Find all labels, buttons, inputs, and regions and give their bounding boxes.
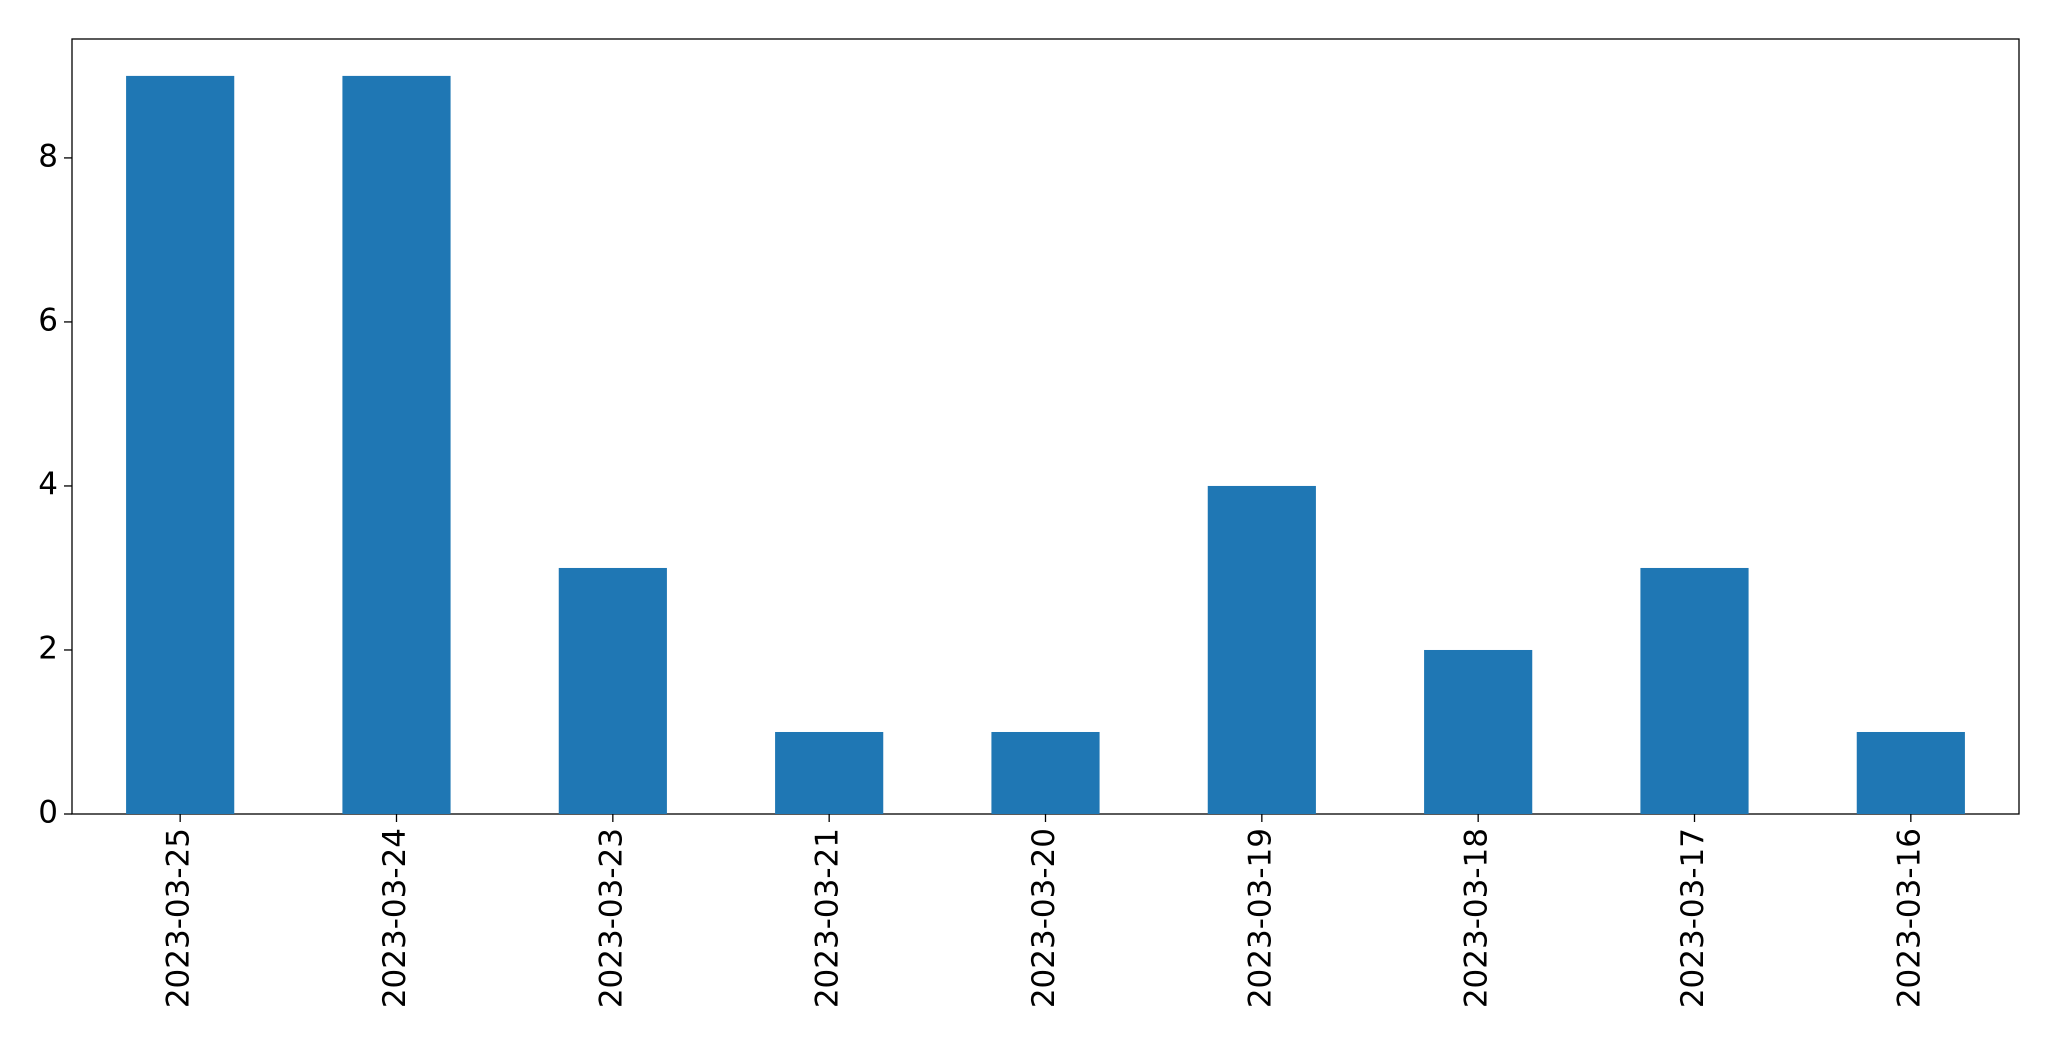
y-tick-label: 2 — [38, 630, 58, 666]
x-tick-label: 2023-03-18 — [1459, 828, 1495, 1008]
y-tick-label: 4 — [38, 466, 58, 502]
x-tick-label: 2023-03-25 — [161, 828, 197, 1008]
bar — [991, 731, 1100, 814]
bar — [1424, 649, 1533, 814]
x-tick-label: 2023-03-17 — [1675, 828, 1711, 1008]
bar — [1856, 731, 1965, 814]
x-tick-label: 2023-03-16 — [1891, 828, 1927, 1008]
y-tick-label: 8 — [38, 138, 58, 174]
bar — [1640, 567, 1749, 814]
x-tick-label: 2023-03-24 — [377, 828, 413, 1008]
bar — [126, 75, 235, 814]
bar — [342, 75, 451, 814]
bar — [1207, 485, 1316, 814]
bar — [558, 567, 667, 814]
x-tick-label: 2023-03-21 — [810, 828, 846, 1008]
y-tick-label: 6 — [38, 302, 58, 338]
x-tick-label: 2023-03-20 — [1026, 828, 1062, 1008]
bar — [775, 731, 884, 814]
x-tick-label: 2023-03-19 — [1242, 828, 1278, 1008]
y-tick-label: 0 — [38, 795, 58, 831]
x-tick-label: 2023-03-23 — [593, 828, 629, 1008]
